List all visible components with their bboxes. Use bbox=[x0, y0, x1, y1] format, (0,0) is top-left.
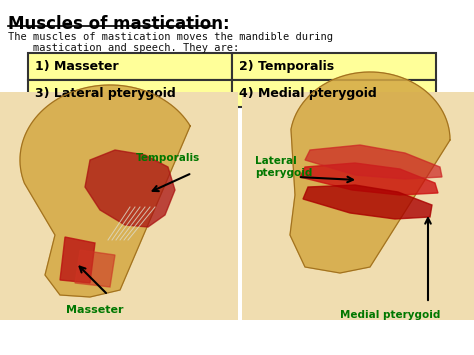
Text: mastication and speech. They are:: mastication and speech. They are: bbox=[8, 43, 239, 53]
Polygon shape bbox=[20, 85, 190, 297]
Bar bbox=[242, 92, 474, 320]
Bar bbox=[0, 92, 238, 320]
Bar bbox=[28, 53, 232, 80]
Polygon shape bbox=[305, 145, 442, 179]
Text: Muscles of mastication:: Muscles of mastication: bbox=[8, 15, 229, 33]
Polygon shape bbox=[85, 150, 175, 227]
Text: Lateral
pterygoid: Lateral pterygoid bbox=[255, 156, 312, 178]
Text: 1) Masseter: 1) Masseter bbox=[35, 60, 118, 73]
Text: Masseter: Masseter bbox=[66, 305, 124, 315]
Text: 3) Lateral pterygoid: 3) Lateral pterygoid bbox=[35, 87, 176, 100]
Text: 4) Medial pterygoid: 4) Medial pterygoid bbox=[239, 87, 377, 100]
Text: Temporalis: Temporalis bbox=[136, 153, 200, 163]
Polygon shape bbox=[300, 163, 438, 195]
Bar bbox=[28, 80, 232, 107]
Text: Medial pterygoid: Medial pterygoid bbox=[340, 310, 440, 320]
Polygon shape bbox=[60, 237, 95, 283]
Polygon shape bbox=[290, 72, 450, 273]
Text: The muscles of mastication moves the mandible during: The muscles of mastication moves the man… bbox=[8, 32, 333, 42]
Polygon shape bbox=[303, 185, 432, 219]
Polygon shape bbox=[75, 250, 115, 287]
Text: 2) Temporalis: 2) Temporalis bbox=[239, 60, 334, 73]
Bar bbox=[232, 80, 436, 107]
Bar bbox=[232, 53, 436, 80]
